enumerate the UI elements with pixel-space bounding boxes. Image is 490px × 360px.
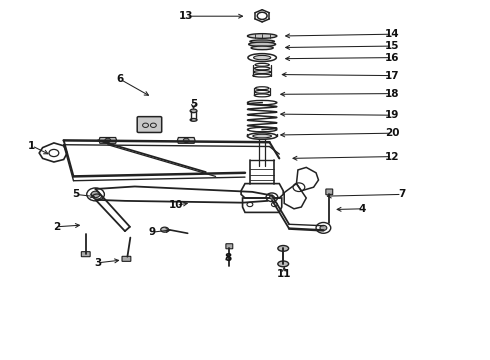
- Ellipse shape: [190, 118, 197, 121]
- Text: 19: 19: [385, 110, 399, 120]
- Ellipse shape: [253, 134, 271, 138]
- Text: 5: 5: [190, 99, 197, 109]
- FancyBboxPatch shape: [137, 117, 162, 132]
- FancyBboxPatch shape: [122, 256, 131, 261]
- Text: 15: 15: [385, 41, 399, 51]
- Text: 18: 18: [385, 89, 399, 99]
- Ellipse shape: [247, 34, 277, 38]
- Text: 14: 14: [385, 29, 399, 39]
- Circle shape: [270, 195, 274, 199]
- Ellipse shape: [249, 42, 275, 46]
- FancyBboxPatch shape: [326, 189, 333, 195]
- Text: 8: 8: [224, 253, 231, 264]
- Text: 2: 2: [53, 222, 60, 232]
- Circle shape: [320, 225, 327, 230]
- Text: 17: 17: [385, 71, 399, 81]
- Circle shape: [183, 138, 189, 143]
- Text: 1: 1: [28, 141, 35, 151]
- Ellipse shape: [254, 55, 270, 60]
- Text: 6: 6: [117, 74, 123, 84]
- Polygon shape: [99, 138, 117, 143]
- Ellipse shape: [251, 46, 273, 50]
- Polygon shape: [177, 138, 195, 143]
- Text: 13: 13: [179, 11, 194, 21]
- Circle shape: [91, 191, 100, 198]
- Ellipse shape: [278, 261, 289, 267]
- Text: 7: 7: [398, 189, 406, 199]
- Text: 20: 20: [385, 128, 399, 138]
- Ellipse shape: [250, 40, 274, 43]
- FancyBboxPatch shape: [81, 252, 90, 257]
- FancyBboxPatch shape: [226, 244, 233, 249]
- Circle shape: [105, 138, 111, 143]
- Text: 5: 5: [73, 189, 79, 199]
- Ellipse shape: [190, 109, 197, 113]
- Text: 11: 11: [277, 269, 292, 279]
- Text: 10: 10: [169, 200, 184, 210]
- Ellipse shape: [161, 227, 169, 232]
- Text: 16: 16: [385, 53, 399, 63]
- Ellipse shape: [278, 246, 289, 251]
- Text: 3: 3: [95, 258, 101, 268]
- Text: 9: 9: [148, 227, 155, 237]
- Text: 4: 4: [359, 204, 367, 214]
- Text: 12: 12: [385, 152, 399, 162]
